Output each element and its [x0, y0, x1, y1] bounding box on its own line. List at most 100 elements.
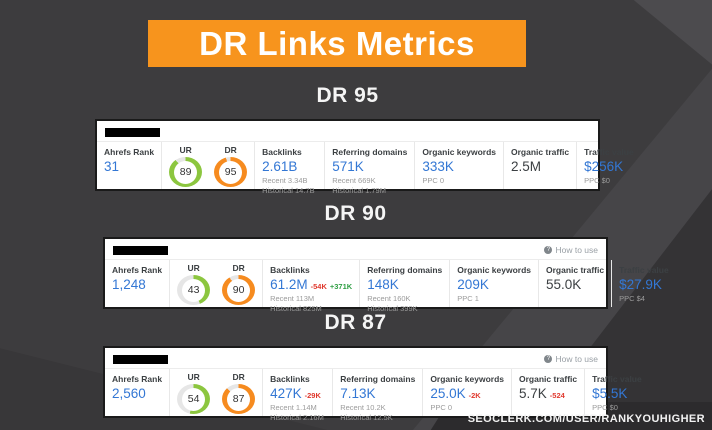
help-icon	[544, 246, 553, 254]
backlinks-historical: Historical 14.7B	[262, 186, 315, 195]
referring-domains-label: Referring domains	[367, 265, 443, 275]
backlinks-cell: Backlinks 427K -29K Recent 1.14M Histori…	[262, 369, 332, 422]
referring-domains-value: 571K	[332, 159, 364, 174]
dr-value: 95	[224, 166, 237, 178]
ahrefs-rank-cell: Ahrefs Rank 1,248	[105, 260, 169, 307]
dr-label: DR	[232, 263, 245, 273]
organic-traffic-value: 5.7K	[519, 386, 547, 401]
backlinks-delta-negative: -29K	[304, 391, 321, 400]
traffic-value-cell: Traffic value $256K PPC $0	[576, 142, 641, 189]
how-to-use-link[interactable]: How to use	[544, 354, 598, 364]
ahrefs-rank-value: 1,248	[112, 277, 146, 292]
dr-value: 87	[232, 393, 245, 405]
traffic-value-ppc: PPC $4	[619, 294, 645, 303]
dr-value: 90	[232, 284, 245, 296]
organic-traffic-label: Organic traffic	[519, 374, 578, 384]
ahrefs-rank-label: Ahrefs Rank	[104, 147, 155, 157]
backlinks-value: 61.2M	[270, 277, 308, 292]
traffic-value-label: Traffic value	[619, 265, 669, 275]
organic-keywords-cell: Organic keywords 209K PPC 1	[449, 260, 538, 307]
referring-domains-historical: Historical 1.79M	[332, 186, 386, 195]
backlinks-recent: Recent 3.34B	[262, 176, 308, 185]
organic-keywords-cell: Organic keywords 333K PPC 0	[414, 142, 503, 189]
ur-rating: UR 54	[177, 372, 211, 414]
traffic-value-ppc: PPC $0	[584, 176, 610, 185]
ur-rating: UR 43	[177, 263, 211, 305]
organic-traffic-cell: Organic traffic 2.5M	[503, 142, 576, 189]
dr-rating: DR 90	[222, 263, 256, 305]
backlinks-delta-negative: -54K	[310, 282, 327, 291]
how-to-use-link[interactable]: How to use	[544, 245, 598, 255]
traffic-value-cell: Traffic value $27.9K PPC $4	[611, 260, 676, 307]
ur-donut-hole: 54	[182, 387, 206, 411]
traffic-value-value: $5.5K	[592, 386, 628, 401]
organic-keywords-value: 209K	[457, 277, 489, 292]
how-to-use-label: How to use	[555, 354, 598, 364]
dr-label: DR	[232, 372, 245, 382]
organic-traffic-label: Organic traffic	[511, 147, 570, 157]
title-banner: DR Links Metrics	[148, 20, 526, 67]
traffic-value-ppc: PPC $0	[592, 403, 618, 412]
referring-domains-recent: Recent 160K	[367, 294, 411, 303]
ur-rating: UR 89	[169, 145, 203, 187]
ahrefs-rank-cell: Ahrefs Rank 2,560	[105, 369, 169, 416]
ahrefs-metrics-panel: Ahrefs Rank 31 UR 89 DR	[95, 119, 634, 195]
redacted-domain-bar	[105, 127, 160, 137]
traffic-value-cell: Traffic value $5.5K PPC $0	[584, 369, 649, 416]
referring-domains-recent: Recent 669K	[332, 176, 376, 185]
ur-donut-hole: 89	[174, 160, 198, 184]
dr-section: DR 95 Ahrefs Rank 31 UR	[95, 84, 634, 195]
ahrefs-rank-value: 2,560	[112, 386, 146, 401]
organic-traffic-label: Organic traffic	[546, 265, 605, 275]
organic-keywords-cell: Organic keywords 25.0K -2K PPC 0	[422, 369, 511, 416]
organic-keywords-ppc: PPC 0	[430, 403, 452, 412]
traffic-value-value: $256K	[584, 159, 624, 174]
ur-donut-chart: 54	[177, 384, 211, 414]
organic-traffic-cell: Organic traffic 5.7K -524	[511, 369, 584, 416]
dr-section: DR 90 How to use Ahrefs Rank 1,248 UR	[103, 202, 669, 313]
dr-donut-chart: 90	[222, 275, 256, 305]
ahrefs-rank-value: 31	[104, 159, 120, 174]
watermark-seoclerk-url: SEOCLERK.COM/USER/RANKYOUHIGHER	[467, 413, 705, 425]
metrics-row: Ahrefs Rank 2,560 UR 54 DR	[105, 369, 642, 422]
dr-donut-hole: 95	[219, 160, 243, 184]
ur-donut-chart: 89	[169, 157, 203, 187]
metrics-row: Ahrefs Rank 31 UR 89 DR	[97, 142, 634, 195]
referring-domains-historical: Historical 399K	[367, 304, 418, 313]
organic-traffic-cell: Organic traffic 55.0K	[538, 260, 611, 307]
traffic-value-label: Traffic value	[592, 374, 642, 384]
organic-keywords-ppc: PPC 1	[457, 294, 479, 303]
ur-value: 54	[187, 393, 200, 405]
ahrefs-metrics-panel: How to use Ahrefs Rank 2,560 UR 54	[103, 346, 642, 422]
backlinks-label: Backlinks	[270, 265, 310, 275]
referring-domains-value: 7.13K	[340, 386, 376, 401]
referring-domains-recent: Recent 10.2K	[340, 403, 386, 412]
backlinks-value: 2.61B	[262, 159, 298, 174]
organic-traffic-delta-negative: -524	[549, 391, 565, 400]
backlinks-value: 427K	[270, 386, 302, 401]
dr-label: DR	[224, 145, 237, 155]
backlinks-historical: Historical 2.16M	[270, 413, 324, 422]
ahrefs-rank-label: Ahrefs Rank	[112, 265, 163, 275]
traffic-value-value: $27.9K	[619, 277, 662, 292]
backlinks-historical: Historical 825M	[270, 304, 322, 313]
backlinks-label: Backlinks	[270, 374, 310, 384]
how-to-use-label: How to use	[555, 245, 598, 255]
ur-value: 43	[187, 284, 200, 296]
organic-traffic-value: 55.0K	[546, 277, 582, 292]
organic-traffic-value: 2.5M	[511, 159, 542, 174]
dr-section: DR 87 How to use Ahrefs Rank 2,560 UR	[103, 311, 642, 422]
traffic-value-label: Traffic value	[584, 147, 634, 157]
ahrefs-rank-label: Ahrefs Rank	[112, 374, 163, 384]
organic-keywords-label: Organic keywords	[422, 147, 497, 157]
ur-value: 89	[179, 166, 192, 178]
referring-domains-value: 148K	[367, 277, 399, 292]
rating-donuts-cell: UR 43 DR 90	[169, 260, 262, 307]
dr-donut-chart: 95	[214, 157, 248, 187]
backlinks-recent: Recent 1.14M	[270, 403, 317, 412]
page-title: DR Links Metrics	[199, 24, 475, 62]
organic-keywords-value: 25.0K	[430, 386, 466, 401]
referring-domains-cell: Referring domains 571K Recent 669K Histo…	[324, 142, 414, 195]
organic-keywords-label: Organic keywords	[430, 374, 505, 384]
organic-keywords-delta-negative: -2K	[468, 391, 481, 400]
